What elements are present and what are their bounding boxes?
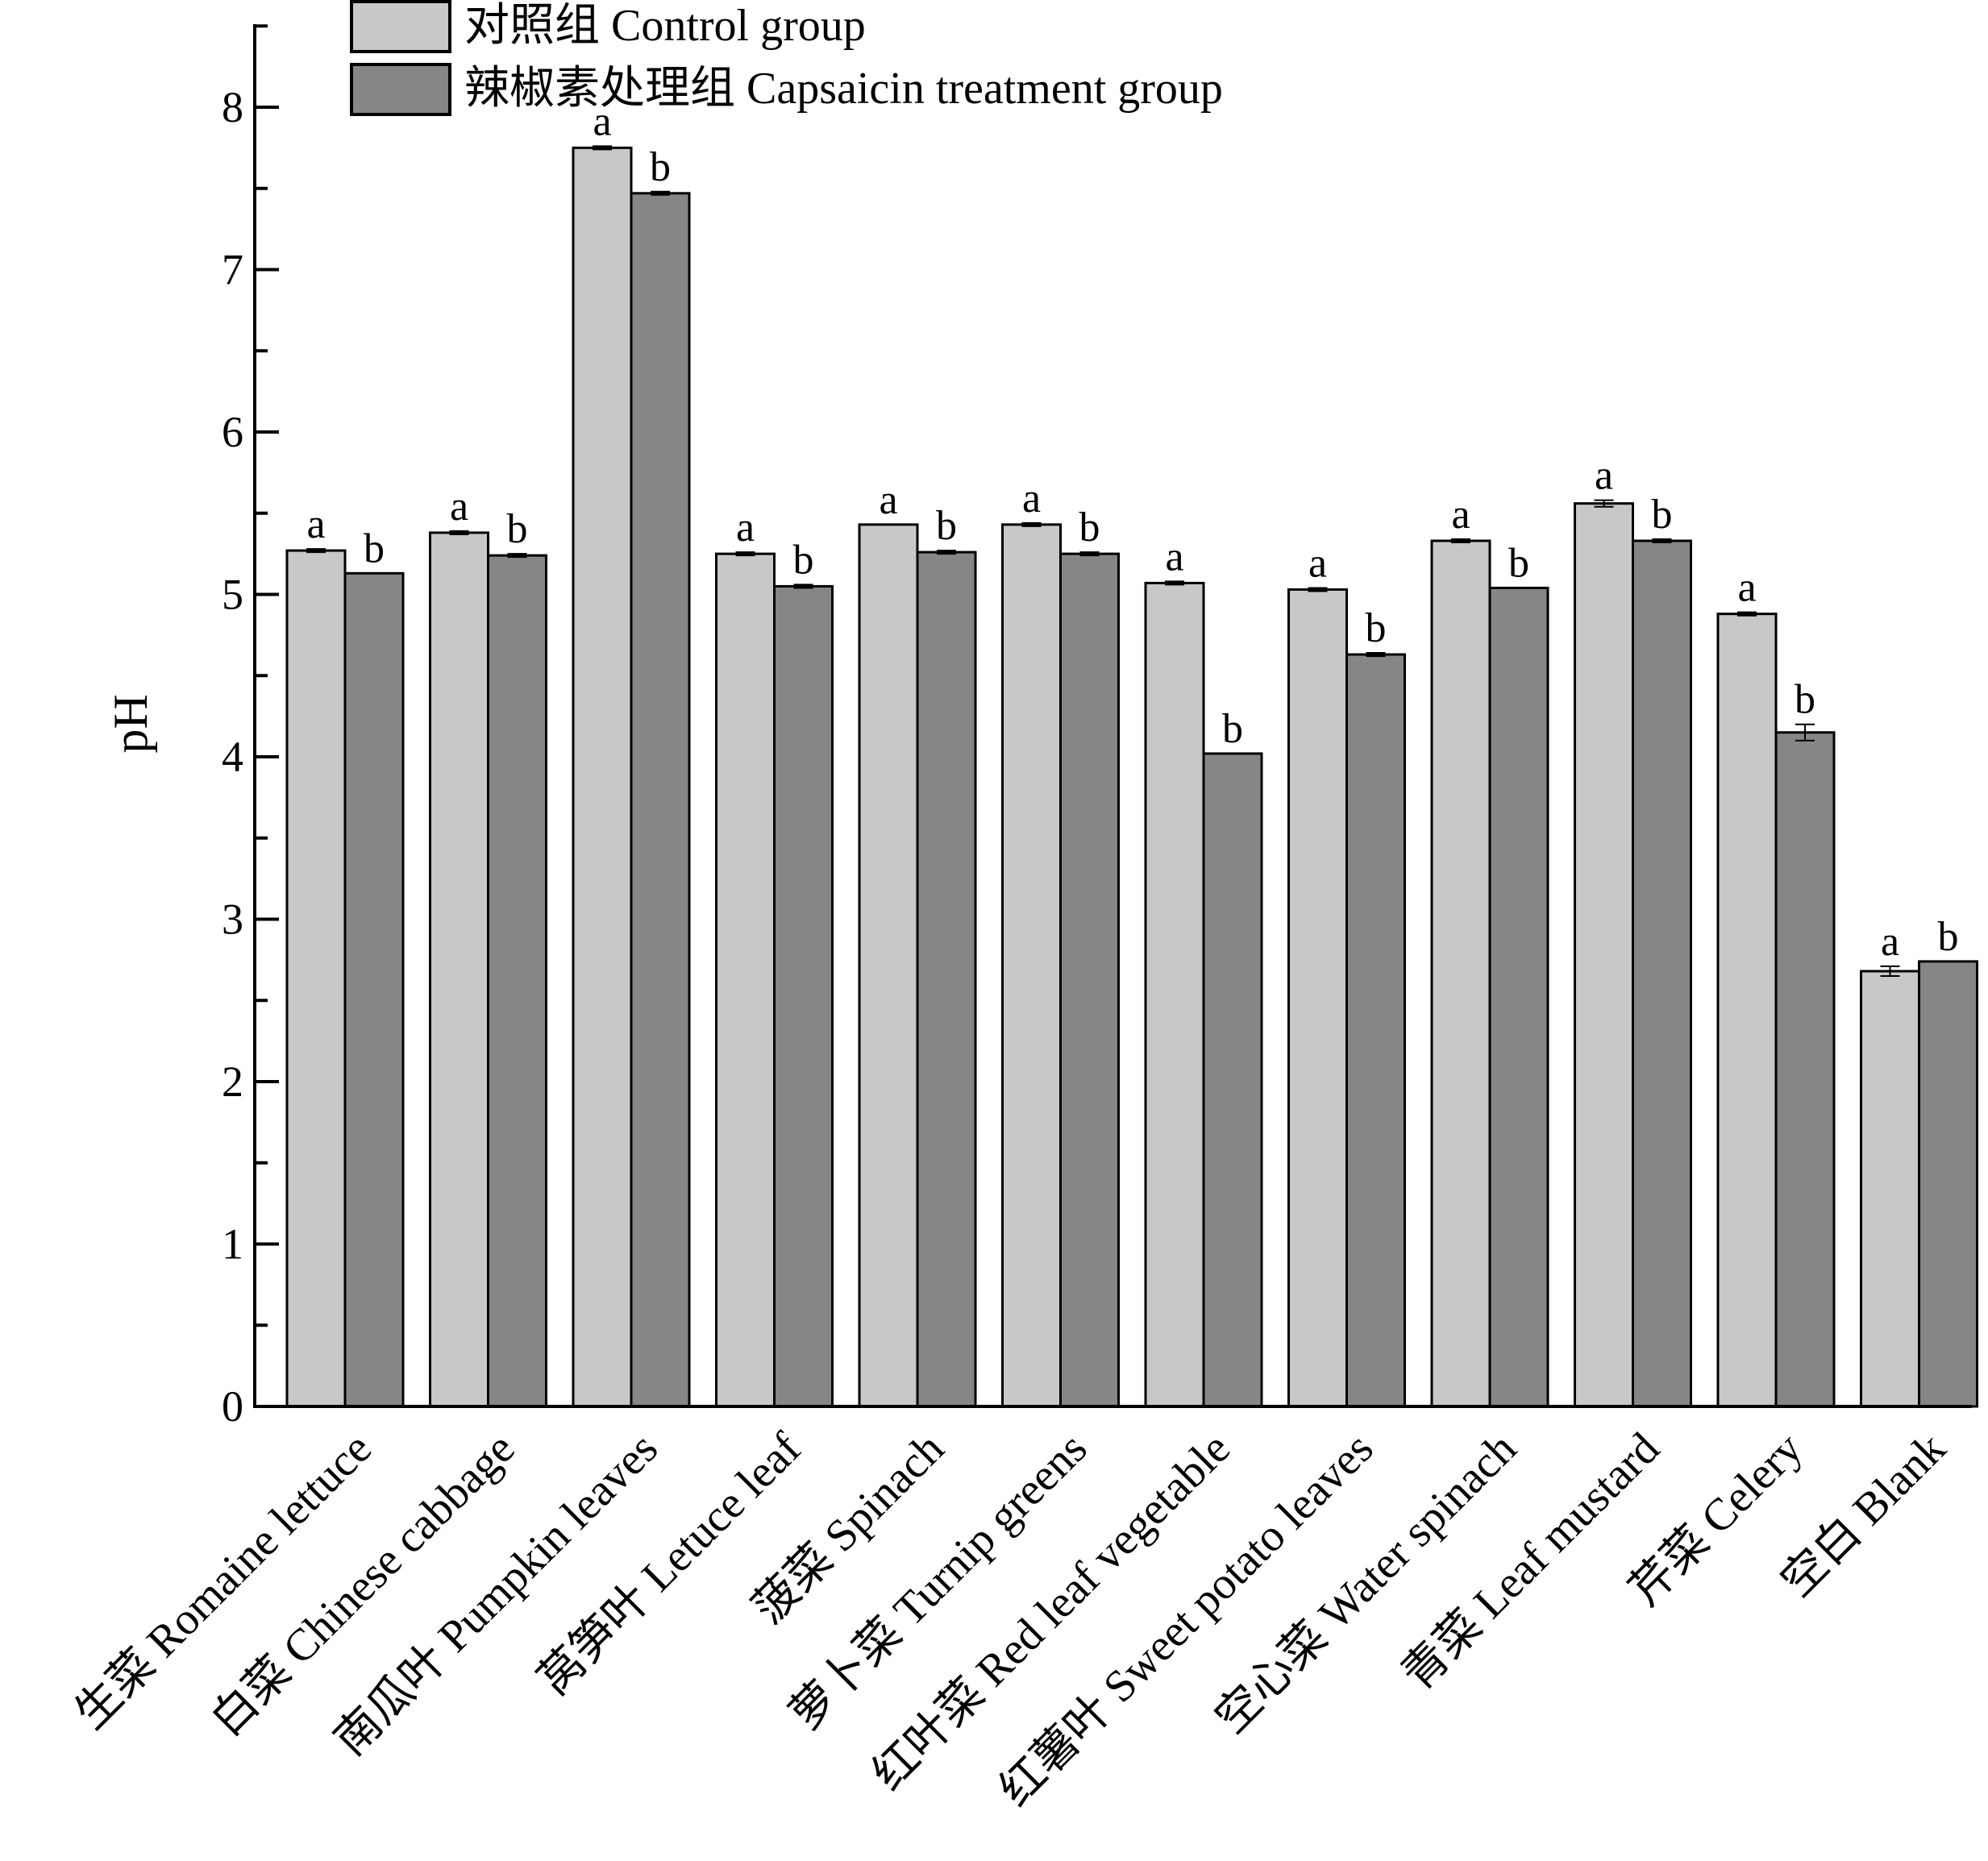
bar-capsaicin: [487, 554, 547, 1408]
bar-control: [572, 146, 633, 1408]
significance-label: b: [650, 144, 671, 190]
legend-label-capsaicin: 辣椒素处理组 Capsaicin treatment group: [464, 64, 1223, 114]
significance-label: a: [306, 501, 325, 547]
significance-label: a: [1022, 476, 1041, 521]
legend: 对照组 Control group 辣椒素处理组 Capsaicin treat…: [350, 0, 1223, 116]
y-tick-label: 3: [222, 895, 243, 944]
y-tick-label: 1: [222, 1220, 243, 1269]
bar-control: [1001, 523, 1062, 1408]
bar-control: [1860, 970, 1920, 1408]
y-tick-label: 7: [222, 246, 243, 294]
bar-capsaicin: [1632, 539, 1692, 1408]
bar-capsaicin: [1774, 731, 1836, 1408]
significance-label: b: [507, 506, 528, 552]
bar-capsaicin: [343, 571, 405, 1408]
bar-control: [1144, 581, 1205, 1408]
significance-label: b: [1508, 540, 1529, 586]
bar-control: [715, 552, 776, 1408]
bar-capsaicin: [916, 550, 977, 1408]
category-label: 莴笋叶 Letuce leaf: [529, 1423, 811, 1705]
category-label: 青菜 Leaf mustard: [1392, 1423, 1669, 1700]
significance-label: a: [1737, 565, 1756, 611]
legend-swatch-control: [350, 0, 451, 53]
legend-label-control: 对照组 Control group: [464, 1, 866, 51]
significance-label: a: [450, 484, 468, 530]
y-tick-label: 4: [222, 733, 243, 781]
bar-control: [1430, 539, 1491, 1408]
bar-control: [1287, 588, 1348, 1408]
significance-label: b: [1795, 677, 1815, 723]
bar-capsaicin: [630, 192, 691, 1408]
bar-capsaicin: [1202, 752, 1263, 1408]
bar-control: [858, 523, 919, 1408]
bar-capsaicin: [1918, 960, 1978, 1408]
significance-label: a: [1595, 453, 1613, 499]
bar-control: [1574, 502, 1634, 1408]
bar-capsaicin: [773, 584, 834, 1408]
bar-capsaicin: [1345, 653, 1406, 1408]
significance-label: b: [936, 503, 957, 549]
bar-control: [285, 549, 347, 1408]
significance-label: a: [1451, 492, 1470, 538]
significance-label: b: [1079, 505, 1100, 550]
significance-label: a: [736, 505, 755, 550]
significance-label: b: [1366, 605, 1387, 651]
y-axis-label: pH: [104, 694, 157, 753]
significance-label: a: [879, 477, 897, 523]
y-tick-label: 5: [222, 571, 243, 619]
bar-control: [1716, 613, 1778, 1408]
legend-swatch-capsaicin: [350, 63, 451, 116]
significance-label: b: [793, 537, 814, 583]
significance-label: a: [1881, 919, 1899, 965]
bar-capsaicin: [1059, 552, 1120, 1408]
significance-label: b: [364, 525, 385, 571]
bar-control: [429, 531, 489, 1408]
significance-label: a: [1165, 534, 1183, 579]
y-tick-label: 2: [222, 1057, 243, 1106]
y-tick-label: 6: [222, 408, 243, 456]
y-tick-label: 0: [222, 1382, 243, 1431]
bar-capsaicin: [1488, 586, 1549, 1408]
significance-label: b: [1652, 492, 1673, 538]
significance-label: b: [1222, 706, 1243, 752]
significance-label: b: [1938, 914, 1959, 960]
significance-label: a: [593, 98, 611, 144]
y-tick-label: 8: [222, 83, 243, 131]
significance-label: a: [1308, 540, 1327, 586]
